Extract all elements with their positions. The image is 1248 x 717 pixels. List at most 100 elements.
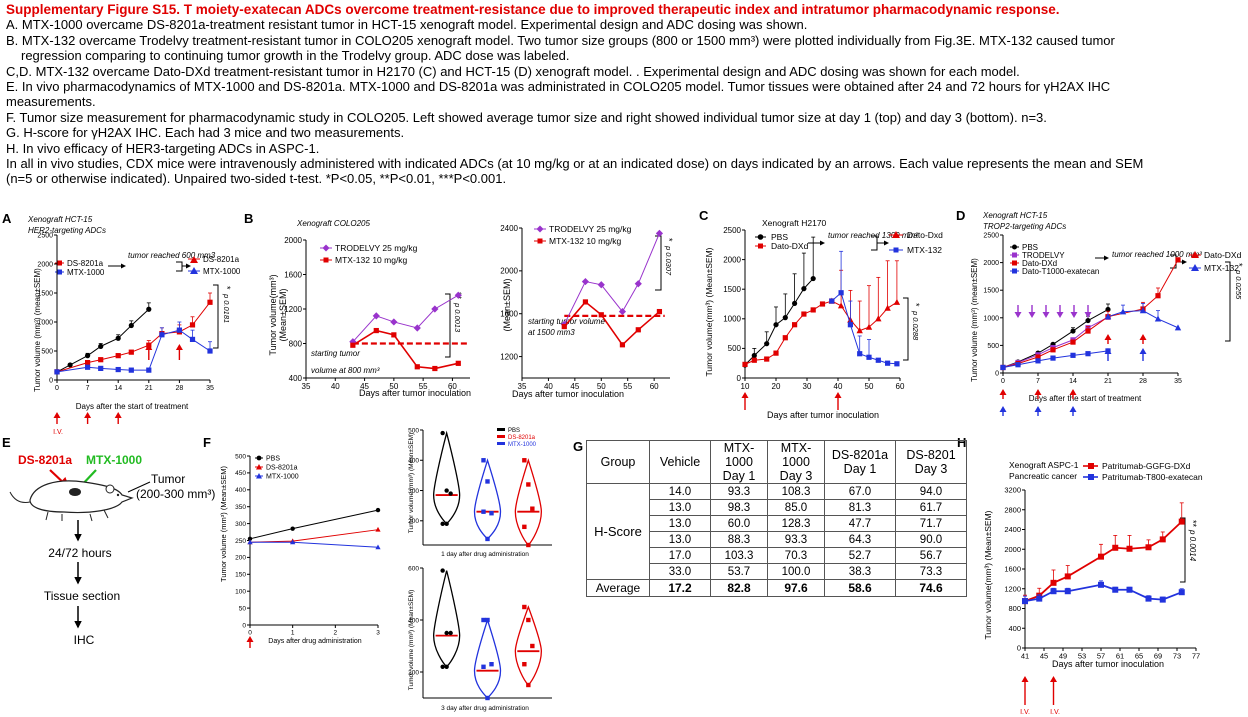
panel-f-violin-legend: DS-8201a xyxy=(508,435,536,441)
data-point xyxy=(1159,536,1166,543)
series-line xyxy=(744,300,832,365)
data-point xyxy=(373,327,379,334)
y-tick-label: 300 xyxy=(408,488,419,495)
panel-d-axes: 0 7 14 21 28 35 0 500 1000 1500 2000 2500 xyxy=(983,232,1182,385)
panel-e-drug2: MTX-1000 xyxy=(86,453,142,467)
dosing-arrow xyxy=(1021,676,1029,705)
panel-a-ylabel: Tumor volume (mm³) (mean±SEM) xyxy=(33,268,42,392)
panel-b-legend: TRODELVY 25 mg/kg xyxy=(549,224,632,234)
data-point xyxy=(85,360,91,366)
y-tick-label: 2800 xyxy=(1004,505,1021,514)
data-point xyxy=(894,361,900,367)
data-point xyxy=(751,357,757,363)
y-tick-label: 0 xyxy=(995,370,999,377)
table-cell: 38.3 xyxy=(824,563,896,580)
y-tick-label: 2000 xyxy=(983,260,999,267)
panel-e-drug1: DS-8201a xyxy=(18,453,72,467)
panel-b-note: starting tumor xyxy=(311,349,360,358)
data-point xyxy=(128,349,134,355)
panel-c-ylabel: Tumor volume(mm³) (Mean±SEM) xyxy=(704,247,714,376)
y-tick-label: 2400 xyxy=(500,224,518,233)
x-tick-label: 57 xyxy=(1097,652,1105,661)
data-point xyxy=(810,307,816,313)
data-point xyxy=(865,323,873,330)
series-line xyxy=(352,294,459,343)
dosing-arrow xyxy=(145,344,153,360)
arrow-head xyxy=(1084,312,1092,318)
data-point xyxy=(115,335,121,341)
data-point xyxy=(128,322,134,329)
y-tick-label: 150 xyxy=(235,572,246,579)
data-point xyxy=(1154,315,1162,322)
y-tick-label: 400 xyxy=(289,374,303,383)
dosing-arrow xyxy=(246,636,254,648)
y-tick-label: 200 xyxy=(235,555,246,562)
data-point xyxy=(189,336,196,342)
x-tick-label: 60 xyxy=(896,382,905,391)
panel-d-star: * xyxy=(1234,263,1244,267)
data-point xyxy=(1145,595,1152,602)
arrow-head xyxy=(1014,312,1022,318)
iv-arrow xyxy=(84,412,92,424)
data-point xyxy=(189,322,196,328)
data-point xyxy=(619,342,626,348)
table-cell: 13.0 xyxy=(649,515,711,532)
panel-h: Xenograft ASPC-1 Pancreatic cancer Patri… xyxy=(983,460,1203,716)
y-tick-label: 800 xyxy=(289,339,303,348)
panel-c-legend: Dato-DXd xyxy=(771,241,809,251)
data-point xyxy=(85,364,91,370)
panel-d-legend: Dato-T1000-exatecan xyxy=(1022,267,1099,276)
table-cell: 74.6 xyxy=(895,579,967,597)
data-point xyxy=(431,305,439,313)
data-point xyxy=(440,664,445,669)
table-cell: 85.0 xyxy=(767,499,825,516)
series-mtx-132 xyxy=(829,250,900,367)
dosing-arrow xyxy=(1070,305,1078,318)
panel-b-right-axes: 35 40 45 50 55 60 1200 1600 2000 2400 xyxy=(500,224,670,391)
table-cell: 17.0 xyxy=(649,547,711,564)
arrow-head xyxy=(84,412,92,418)
series-pbs xyxy=(247,507,381,542)
table-cell: 73.3 xyxy=(895,563,967,580)
arrow-head xyxy=(834,392,842,398)
data-point xyxy=(207,348,213,354)
table-cell: 33.0 xyxy=(649,563,711,580)
data-point xyxy=(764,341,770,347)
table-cell: 81.3 xyxy=(824,499,896,516)
x-tick-label: 40 xyxy=(331,382,340,391)
table-header: Group xyxy=(586,440,650,484)
data-point xyxy=(1175,257,1181,263)
y-tick-label: 500 xyxy=(235,453,246,460)
x-tick-label: 7 xyxy=(1036,378,1040,385)
dosing-arrow xyxy=(1050,676,1057,705)
data-point xyxy=(1126,586,1133,593)
arrow-head xyxy=(1034,389,1042,395)
caption-line: (n=5 or otherwise indicated). Unpaired t… xyxy=(6,171,507,187)
y-tick-label: 1200 xyxy=(284,305,302,314)
panel-d: Xenograft HCT-15 TROP2-targeting ADCs Tu… xyxy=(970,211,1244,403)
data-point xyxy=(1000,364,1006,371)
data-point xyxy=(1112,544,1119,551)
y-tick-label: 2000 xyxy=(500,267,518,276)
series-mtx-1000 xyxy=(54,321,213,375)
series-line xyxy=(249,509,379,540)
panel-b-note: at 1500 mm3 xyxy=(528,328,575,337)
panel-a-iv-label: I.V. xyxy=(53,429,63,436)
series-ds-8201a xyxy=(54,292,213,375)
data-point xyxy=(875,357,881,363)
data-point xyxy=(526,617,531,623)
data-point xyxy=(526,482,531,487)
x-tick-label: 7 xyxy=(86,385,90,392)
arrow-head xyxy=(1050,676,1057,682)
x-tick-label: 30 xyxy=(803,382,812,391)
tumor-icon xyxy=(69,488,81,496)
panel-c-subtitle: Xenograft H2170 xyxy=(762,218,827,228)
panel-f-ylabel: Tumor volume (mm³) (Mean±SEM) xyxy=(219,466,228,582)
table-row: 13.0 98.3 85.0 81.3 61.7 xyxy=(587,499,967,516)
panel-c-pvalue: p 0.0288 xyxy=(911,310,920,341)
data-point xyxy=(448,630,453,636)
data-point xyxy=(526,682,531,688)
panel-e-step: IHC xyxy=(74,633,95,647)
arrow-head xyxy=(999,406,1007,412)
table-cell: 60.0 xyxy=(710,515,768,532)
